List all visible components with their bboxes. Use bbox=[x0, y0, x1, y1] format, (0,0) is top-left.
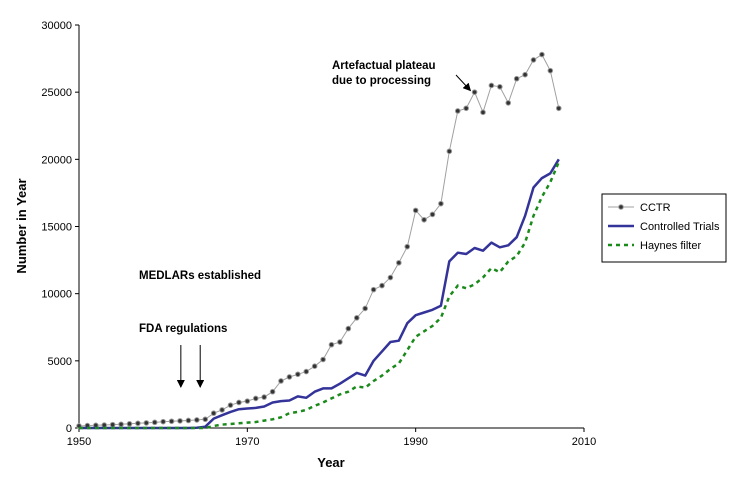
data-point-cctr bbox=[143, 420, 150, 426]
data-point-cctr bbox=[252, 395, 259, 402]
data-point-cctr bbox=[454, 108, 461, 114]
data-point-cctr bbox=[278, 378, 284, 384]
y-tick-label: 10000 bbox=[41, 289, 72, 301]
data-point-cctr bbox=[463, 105, 469, 112]
data-point-cctr bbox=[101, 422, 108, 428]
data-point-cctr bbox=[109, 421, 116, 428]
data-point-cctr bbox=[488, 82, 495, 89]
data-point-cctr bbox=[379, 282, 385, 289]
x-tick-label: 2010 bbox=[572, 436, 596, 448]
data-point-cctr bbox=[438, 200, 444, 207]
data-point-cctr bbox=[219, 407, 225, 413]
annotation-fda: FDA regulations bbox=[139, 323, 227, 335]
data-point-cctr bbox=[320, 356, 326, 363]
data-point-cctr bbox=[118, 421, 124, 428]
data-point-cctr bbox=[194, 417, 200, 423]
data-point-cctr bbox=[547, 67, 554, 74]
series-line-controlled-trials bbox=[79, 158, 560, 430]
data-point-cctr bbox=[471, 89, 478, 95]
y-tick-label: 5000 bbox=[48, 356, 72, 368]
legend-label-haynes-filter: Haynes filter bbox=[640, 240, 701, 252]
data-point-cctr bbox=[530, 57, 537, 63]
x-tick-label: 1990 bbox=[403, 436, 427, 448]
legend-marker-cctr bbox=[618, 204, 624, 210]
data-point-cctr bbox=[370, 286, 377, 293]
data-point-cctr bbox=[328, 341, 335, 348]
legend-label-cctr: CCTR bbox=[640, 202, 671, 214]
legend-label-controlled-trials: Controlled Trials bbox=[640, 221, 720, 233]
data-point-cctr bbox=[303, 368, 310, 375]
data-point-cctr bbox=[269, 388, 276, 395]
annotation-line: due to processing bbox=[332, 75, 431, 87]
y-tick-label: 25000 bbox=[41, 87, 72, 99]
data-point-cctr bbox=[177, 418, 183, 424]
data-point-cctr bbox=[387, 274, 394, 281]
data-point-cctr bbox=[185, 417, 192, 424]
data-point-cctr bbox=[396, 259, 402, 266]
data-point-cctr bbox=[429, 211, 436, 218]
series-line-cctr bbox=[78, 53, 560, 427]
data-point-cctr bbox=[236, 399, 242, 406]
data-point-cctr bbox=[353, 315, 360, 321]
x-axis-label: Year bbox=[317, 455, 344, 470]
annotation-arrow-plateau bbox=[455, 74, 472, 92]
data-point-cctr bbox=[126, 421, 133, 427]
series-line-haynes-filter bbox=[79, 161, 560, 430]
annotations: Artefactual plateau due to processing MEDL… bbox=[139, 60, 472, 388]
data-point-cctr bbox=[345, 325, 352, 332]
series-layer bbox=[76, 51, 562, 430]
data-point-cctr bbox=[522, 71, 528, 78]
y-tick-label: 0 bbox=[66, 423, 72, 435]
y-tick-label: 15000 bbox=[41, 222, 72, 234]
y-tick-label: 20000 bbox=[41, 154, 72, 166]
data-point-cctr bbox=[505, 100, 512, 106]
data-point-cctr bbox=[168, 418, 175, 425]
data-point-cctr bbox=[227, 402, 234, 408]
data-point-cctr bbox=[210, 410, 217, 417]
data-point-cctr bbox=[202, 416, 209, 423]
data-point-cctr bbox=[295, 371, 301, 378]
data-point-cctr bbox=[513, 75, 520, 82]
data-point-cctr bbox=[135, 420, 141, 427]
data-point-cctr bbox=[480, 109, 486, 116]
annotation-medlars: MEDLARs established bbox=[139, 270, 261, 282]
annotation-artefactual-plateau: Artefactual plateau due to processing bbox=[332, 60, 436, 87]
data-point-cctr bbox=[539, 51, 545, 58]
y-tick-label: 30000 bbox=[41, 20, 72, 32]
x-tick-label: 1970 bbox=[235, 436, 259, 448]
data-point-cctr bbox=[421, 216, 427, 223]
data-point-cctr bbox=[412, 207, 419, 214]
legend: CCTR Controlled Trials Haynes filter bbox=[601, 193, 727, 263]
x-tick-label: 1950 bbox=[67, 436, 91, 448]
data-point-cctr bbox=[497, 83, 503, 90]
data-point-cctr bbox=[160, 418, 166, 425]
data-point-cctr bbox=[261, 394, 267, 400]
data-point-cctr bbox=[311, 363, 318, 370]
data-point-cctr bbox=[446, 148, 453, 155]
y-axis-label: Number in Year bbox=[14, 178, 29, 273]
axis-ticks: 0 5000 10000 15000 20000 25000 30000 1950 1970 19… bbox=[41, 20, 596, 448]
data-point-cctr bbox=[244, 398, 251, 404]
data-point-cctr bbox=[555, 105, 562, 112]
data-point-cctr bbox=[151, 419, 158, 426]
data-point-cctr bbox=[286, 374, 293, 380]
data-point-cctr bbox=[362, 305, 368, 312]
data-point-cctr bbox=[404, 243, 411, 250]
data-point-cctr bbox=[337, 339, 343, 345]
annotation-line: Artefactual plateau bbox=[332, 60, 436, 72]
